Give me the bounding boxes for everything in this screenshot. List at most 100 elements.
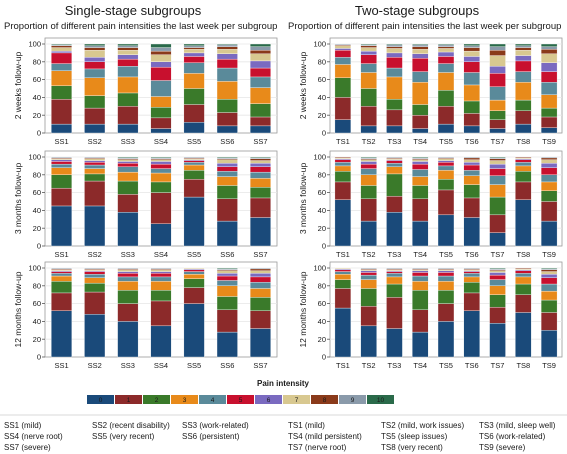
bar-ts5-intensity-7 bbox=[437, 48, 455, 53]
bar-ss7-intensity-5 bbox=[249, 67, 271, 78]
bar-ts7-intensity-7 bbox=[489, 270, 506, 273]
panel-2-two-stage: 0 20 40 60 80 100 3 months follow-up TS1 TS2 TS3 T… bbox=[298, 150, 563, 259]
bar-ss7-intensity-8 bbox=[249, 50, 271, 54]
bar-ts9-intensity-0 bbox=[540, 127, 558, 134]
bar-ts4-intensity-1 bbox=[412, 198, 429, 222]
bar-ts9-intensity-4 bbox=[540, 174, 558, 183]
bar-ts9-intensity-9 bbox=[540, 156, 558, 159]
bar-ts2-intensity-3 bbox=[360, 279, 377, 289]
bar-ts9-intensity-10 bbox=[540, 43, 558, 47]
bar-ss6-intensity-2 bbox=[216, 99, 238, 113]
bar-ss5-intensity-9 bbox=[183, 156, 205, 159]
y-tick-label: 20 bbox=[318, 224, 326, 233]
bar-ss3-intensity-9 bbox=[117, 45, 139, 48]
bar-ss2-intensity-8 bbox=[84, 47, 106, 51]
bar-ts5-intensity-6 bbox=[437, 160, 455, 163]
note-ss5: SS5 (very recent) bbox=[92, 432, 155, 441]
x-tick-label: TS3 bbox=[388, 137, 402, 146]
bar-ts6-intensity-7 bbox=[463, 50, 480, 57]
chart-panels: 0 20 40 60 80 100 2 weeks follow-up SS1 SS2 SS3 SS… bbox=[13, 37, 563, 370]
legend-label-9: 9 bbox=[351, 397, 355, 404]
bar-ts9-intensity-0 bbox=[540, 220, 558, 247]
bar-ts3-intensity-1 bbox=[386, 297, 403, 329]
panel-3-single-stage: 0 20 40 60 80 100 12 months follow-up SS1 SS2 SS3… bbox=[13, 261, 278, 370]
bar-ss6-intensity-1 bbox=[216, 198, 238, 222]
bar-ts9-intensity-3 bbox=[540, 94, 558, 109]
y-axis-label: 2 weeks follow-up bbox=[13, 51, 23, 119]
bar-ss2-intensity-1 bbox=[84, 107, 106, 125]
bar-ts8-intensity-3 bbox=[515, 165, 532, 172]
bar-ss1-intensity-10 bbox=[51, 43, 73, 46]
left-subtitle: Proportion of different pain intensities… bbox=[4, 21, 277, 32]
bar-ts5-intensity-3 bbox=[437, 72, 455, 91]
bar-ss3-intensity-4 bbox=[117, 166, 139, 173]
bar-ts5-intensity-6 bbox=[437, 51, 455, 57]
legend-label-6: 6 bbox=[267, 397, 271, 404]
y-tick-label: 100 bbox=[313, 264, 326, 273]
bar-ss7-intensity-9 bbox=[249, 46, 271, 51]
bar-ts1-intensity-8 bbox=[334, 156, 352, 159]
bar-ts6-intensity-3 bbox=[463, 276, 480, 283]
bar-ts2-intensity-1 bbox=[360, 198, 377, 222]
x-tick-label: TS3 bbox=[388, 361, 402, 370]
x-tick-label: TS8 bbox=[516, 250, 530, 259]
bar-ss7-intensity-10 bbox=[249, 156, 271, 159]
bar-ts1-intensity-1 bbox=[334, 181, 352, 200]
note-ss4: SS4 (nerve root) bbox=[4, 432, 63, 441]
y-tick-label: 100 bbox=[28, 153, 41, 162]
bar-ts6-intensity-1 bbox=[463, 113, 480, 127]
bar-ss7-intensity-6 bbox=[249, 273, 271, 278]
bar-ts7-intensity-8 bbox=[489, 158, 506, 161]
bar-ss6-intensity-6 bbox=[216, 163, 238, 167]
bar-ts1-intensity-5 bbox=[334, 159, 352, 163]
x-tick-label: TS1 bbox=[336, 137, 350, 146]
bar-ts5-intensity-9 bbox=[437, 267, 455, 270]
bar-ts5-intensity-1 bbox=[437, 189, 455, 216]
bar-ts8-intensity-10 bbox=[515, 43, 532, 46]
bar-ss6-intensity-1 bbox=[216, 309, 238, 333]
bar-ts2-intensity-5 bbox=[360, 163, 377, 169]
x-tick-label: TS7 bbox=[491, 361, 505, 370]
bar-ts5-intensity-4 bbox=[437, 165, 455, 171]
bar-ss2-intensity-1 bbox=[84, 291, 106, 315]
y-tick-label: 80 bbox=[318, 281, 326, 290]
bar-ss5-intensity-4 bbox=[183, 62, 205, 74]
bar-ss7-intensity-9 bbox=[249, 267, 271, 270]
bar-ss7-intensity-5 bbox=[249, 276, 271, 283]
y-tick-label: 40 bbox=[318, 206, 326, 215]
bar-ts5-intensity-5 bbox=[437, 272, 455, 277]
y-tick-label: 80 bbox=[33, 57, 41, 66]
bar-ss6-intensity-8 bbox=[216, 46, 238, 50]
bar-ts8-intensity-2 bbox=[515, 171, 532, 183]
note-ts7: TS7 (nerve root) bbox=[288, 443, 347, 452]
bar-ss2-intensity-6 bbox=[84, 160, 106, 163]
bar-ts2-intensity-5 bbox=[360, 54, 377, 64]
y-tick-label: 20 bbox=[33, 111, 41, 120]
bar-ss2-intensity-7 bbox=[84, 158, 106, 161]
bar-ss2-intensity-1 bbox=[84, 180, 106, 207]
note-ts8: TS8 (very recent) bbox=[381, 443, 443, 452]
bar-ts6-intensity-1 bbox=[463, 197, 480, 218]
bar-ts7-intensity-10 bbox=[489, 43, 506, 47]
subgroup-notes: SS1 (mild) SS2 (recent disability) SS3 (… bbox=[4, 421, 556, 452]
bar-ss4-intensity-8 bbox=[150, 50, 172, 55]
bar-ts2-intensity-3 bbox=[360, 72, 377, 89]
bar-ts7-intensity-2 bbox=[489, 196, 506, 216]
bar-ts7-intensity-1 bbox=[489, 119, 506, 129]
bar-ss3-intensity-3 bbox=[117, 281, 139, 291]
bar-ss6-intensity-0 bbox=[216, 331, 238, 358]
bar-ss6-intensity-6 bbox=[216, 273, 238, 277]
legend-swatch-3 bbox=[171, 395, 198, 404]
x-tick-label: SS7 bbox=[253, 137, 267, 146]
bar-ss2-intensity-4 bbox=[84, 164, 106, 169]
bar-ts4-intensity-5 bbox=[412, 272, 429, 277]
x-tick-label: TS6 bbox=[465, 250, 479, 259]
bar-ts6-intensity-6 bbox=[463, 56, 480, 62]
y-tick-label: 100 bbox=[313, 40, 326, 49]
bar-ts4-intensity-0 bbox=[412, 128, 429, 134]
bar-ss1-intensity-1 bbox=[51, 187, 73, 207]
bar-ss6-intensity-0 bbox=[216, 125, 238, 134]
bar-ts1-intensity-3 bbox=[334, 165, 352, 172]
bar-ts3-intensity-4 bbox=[386, 273, 403, 278]
x-tick-label: SS5 bbox=[187, 361, 201, 370]
